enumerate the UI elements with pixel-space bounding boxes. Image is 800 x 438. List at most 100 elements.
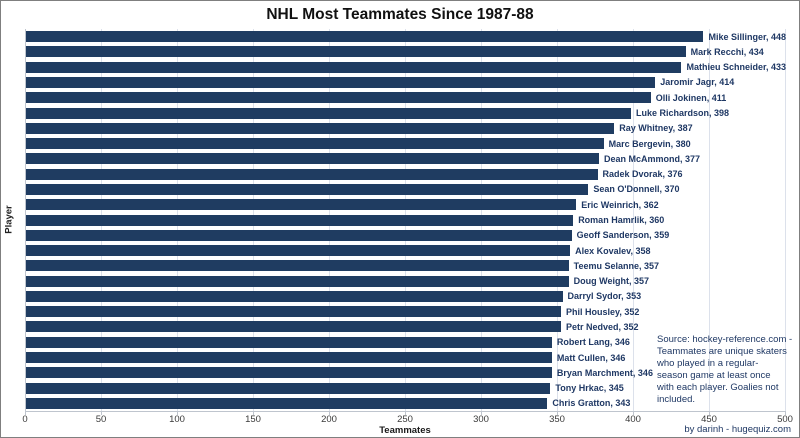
bar-data-label: Teemu Selanne, 357 [573,260,659,271]
bar-data-label: Doug Weight, 357 [573,276,649,287]
bar-data-label: Mark Recchi, 434 [690,46,764,57]
x-tick-label: 400 [625,414,641,425]
gridline [633,29,634,411]
bar-data-label: Marc Bergevin, 380 [608,138,691,149]
bar-row: Teemu Selanne, 357 [26,258,786,273]
x-tick-mark [329,411,330,415]
x-tick-mark [405,411,406,415]
bar-data-label: Matt Cullen, 346 [556,352,626,363]
bar-data-label: Mathieu Schneider, 433 [686,62,786,73]
bar-row: Robert Lang, 346 [26,335,786,350]
bar [26,199,577,211]
bar [26,382,551,394]
gridline [709,29,710,411]
x-tick-label: 50 [95,414,107,425]
bar-data-label: Eric Weinrich, 362 [581,199,659,210]
bar-row: Phil Housley, 352 [26,304,786,319]
bar-data-label: Mike Sillinger, 448 [708,31,786,42]
bar [26,138,604,150]
bar-series: Mike Sillinger, 448 Mark Recchi, 434 Mathi… [26,29,786,411]
bar-data-label: Robert Lang, 346 [556,337,630,348]
bar [26,168,598,180]
bar-row: Chris Gratton, 343 [26,396,786,411]
bar [26,31,704,43]
bar [26,245,571,257]
bar-row: Luke Richardson, 398 [26,105,786,120]
bar [26,275,569,287]
y-axis-title: Player [3,205,15,234]
bar-row: Doug Weight, 357 [26,274,786,289]
bar-row: Radek Dvorak, 376 [26,167,786,182]
bar-row: Tony Hrkac, 345 [26,380,786,395]
bar-data-label: Tony Hrkac, 345 [555,383,624,394]
bar-data-label: Jaromir Jagr, 414 [660,77,735,88]
bar-data-label: Chris Gratton, 343 [552,398,631,409]
x-tick-mark [253,411,254,415]
x-tick-mark [557,411,558,415]
annotation-line: Teammates are unique skaters [657,346,787,357]
x-tick-mark [25,411,26,415]
bar [26,321,562,333]
bar-row: Eric Weinrich, 362 [26,197,786,212]
x-tick-label: 300 [473,414,489,425]
bar-row: Alex Kovalev, 358 [26,243,786,258]
bar [26,306,562,318]
bar-data-label: Petr Nedved, 352 [566,321,639,332]
x-tick-mark [633,411,634,415]
x-tick-label: 350 [549,414,565,425]
bar-data-label: Sean O'Donnell, 370 [593,184,680,195]
bar-data-label: Darryl Sydor, 353 [567,291,642,302]
x-tick-label: 0 [22,414,28,425]
plot-area: Mike Sillinger, 448 Mark Recchi, 434 Mathi… [25,29,786,412]
bar [26,229,572,241]
bar-row: Bryan Marchment, 346 [26,365,786,380]
bar-row: Dean McAmmond, 377 [26,151,786,166]
bar-row: Mike Sillinger, 448 [26,29,786,44]
bar-data-label: Geoff Sanderson, 359 [576,230,670,241]
gridline [785,29,786,411]
annotation-line: season game at least once [657,370,771,381]
bar-row: Sean O'Donnell, 370 [26,182,786,197]
bar [26,76,656,88]
bar-row: Ray Whitney, 387 [26,121,786,136]
bar-data-label: Bryan Marchment, 346 [556,367,653,378]
bar-row: Roman Hamrlik, 360 [26,212,786,227]
x-tick-label: 250 [397,414,413,425]
x-tick-mark [101,411,102,415]
annotation-line: included. [657,394,696,405]
bar-row: Mathieu Schneider, 433 [26,60,786,75]
bar-data-label: Ray Whitney, 387 [619,123,693,134]
bar-row: Geoff Sanderson, 359 [26,228,786,243]
bar [26,352,552,364]
bar-row: Olli Jokinen, 411 [26,90,786,105]
bar [26,61,682,73]
annotation-line: Source: hockey-reference.com - [657,334,793,345]
source-annotation: Source: hockey-reference.com - Teammates … [657,334,797,406]
x-tick-mark [177,411,178,415]
x-tick-label: 150 [245,414,261,425]
bar-row: Matt Cullen, 346 [26,350,786,365]
bar-data-label: Alex Kovalev, 358 [575,245,651,256]
bar [26,107,631,119]
bar [26,183,589,195]
x-tick-mark [785,411,786,415]
bar [26,367,552,379]
bar [26,290,563,302]
bar [26,122,615,134]
bar-data-label: Phil Housley, 352 [566,306,640,317]
bar [26,92,651,104]
bar-data-label: Roman Hamrlik, 360 [578,215,665,226]
x-axis-title: Teammates [379,425,431,436]
x-tick-label: 450 [701,414,717,425]
chart-title: NHL Most Teammates Since 1987-88 [266,6,534,23]
x-tick-label: 500 [777,414,793,425]
bar-row: Jaromir Jagr, 414 [26,75,786,90]
bar-row: Marc Bergevin, 380 [26,136,786,151]
annotation-line: with each player. Goalies not [657,382,779,393]
x-tick-mark [481,411,482,415]
bar-row: Darryl Sydor, 353 [26,289,786,304]
bar [26,336,552,348]
bar-data-label: Olli Jokinen, 411 [655,92,727,103]
bar [26,260,569,272]
